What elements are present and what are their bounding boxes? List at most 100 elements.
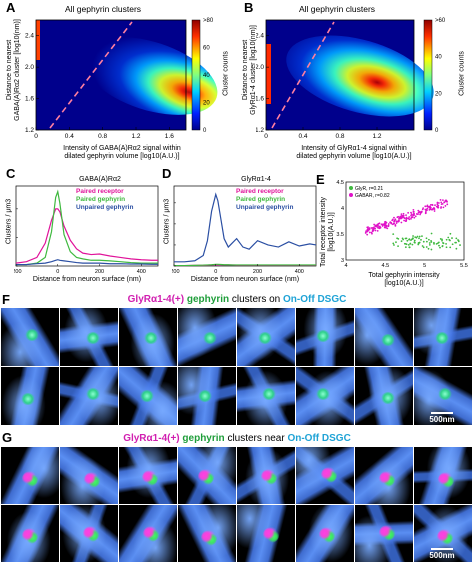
- micrograph-tile: [296, 308, 354, 366]
- glyr-point: [436, 242, 439, 245]
- gabar-point: [365, 230, 367, 233]
- gabar-point: [413, 216, 416, 219]
- gabar-point: [377, 224, 379, 227]
- receptor-cluster: [141, 469, 158, 486]
- legend-d-paired-gephyrin: Paired gephyrin: [236, 196, 286, 203]
- glyr-point: [427, 238, 430, 241]
- gabar-point: [372, 227, 375, 230]
- receptor-cluster: [320, 466, 337, 483]
- y-tick-label: 3: [341, 258, 344, 264]
- colorbar-tick-label: 0: [203, 128, 207, 134]
- panel-b-density: [286, 35, 434, 117]
- gephyrin-cluster: [434, 331, 449, 344]
- micrograph-tile: [237, 505, 295, 562]
- gabar-point: [431, 203, 434, 206]
- gabar-point: [426, 204, 429, 207]
- x-tick-label: 200: [253, 269, 262, 275]
- panel-letter-c: C: [6, 166, 16, 181]
- panel-c-title: GABA(A)Rα2: [79, 176, 121, 183]
- receptor-cluster: [438, 471, 455, 488]
- micrograph-tile: [119, 447, 177, 504]
- x-tick-label: 400: [137, 269, 146, 275]
- glyr-point: [404, 246, 407, 249]
- micrograph-tile: [1, 308, 59, 366]
- gabar-point: [400, 214, 403, 217]
- gabar-point: [405, 220, 407, 223]
- glyr-point: [459, 244, 461, 246]
- receptor-cluster: [436, 528, 453, 545]
- gabar-point: [393, 216, 395, 219]
- micrograph-tile: [237, 367, 295, 425]
- gephyrin-cluster: [85, 332, 100, 345]
- glyr-point: [451, 243, 454, 246]
- y-tick-label: 3.5: [336, 232, 344, 238]
- glyr-point: [425, 237, 428, 240]
- gabar-point: [424, 208, 427, 211]
- glyr-point: [418, 235, 421, 238]
- gabar-point: [394, 224, 397, 227]
- gabar-point: [446, 200, 448, 203]
- glyr-point: [393, 244, 395, 246]
- panel-c-xlabel: Distance from neuron surface (nm): [32, 276, 142, 283]
- gabar-point: [441, 202, 444, 205]
- glyr-point: [430, 232, 433, 235]
- gephyrin-cluster: [316, 330, 331, 343]
- gabar-point: [381, 224, 384, 227]
- series-line-1: [174, 263, 316, 267]
- gabar-point: [433, 206, 435, 209]
- panel-c-plot: -200 0 200 400: [14, 185, 159, 275]
- receptor-cluster: [143, 525, 160, 542]
- panel-letter-a: A: [6, 0, 16, 15]
- glyr-point: [442, 242, 444, 244]
- gephyrin-cluster: [24, 329, 39, 342]
- glyr-point: [421, 235, 423, 238]
- y-tick-label: 4.5: [336, 180, 344, 186]
- micrograph-tile: [355, 367, 413, 425]
- panel-letter-g: G: [2, 430, 13, 445]
- glyr-point: [451, 237, 453, 239]
- caption-g-mid: clusters near: [227, 433, 285, 444]
- series-line-1: [16, 189, 158, 266]
- glyr-point: [430, 239, 432, 242]
- gabar-point: [438, 202, 440, 204]
- gabar-point: [410, 213, 413, 216]
- gabar-point: [410, 217, 412, 220]
- glyr-point: [449, 239, 451, 242]
- gabar-point: [407, 217, 410, 220]
- gabar-point: [424, 205, 427, 208]
- micrograph-tile: [1, 367, 59, 425]
- receptor-cluster: [82, 525, 99, 542]
- gephyrin-cluster: [380, 333, 395, 346]
- gabar-point: [408, 216, 411, 218]
- glyr-point: [445, 242, 447, 245]
- gabar-point: [366, 233, 369, 236]
- panel-g-scale: 500nm: [418, 548, 466, 560]
- gabar-point: [431, 208, 434, 211]
- x-tick-label: 0.4: [65, 133, 74, 140]
- panel-b-xlabel: Intensity of GlyRα1-4 signal within dilat…: [296, 145, 412, 160]
- gabar-point: [412, 208, 415, 211]
- panel-b-edge-band: [266, 44, 271, 104]
- panel-e-plot: 4 4.5 5 5.5 3 3.5 4 4.5 GlyR, r=0.21 GABAR, r=0…: [336, 180, 467, 269]
- colorbar-tick-label: 20: [203, 101, 210, 107]
- glyr-point: [438, 244, 440, 247]
- legend-gabar-marker: [349, 193, 353, 197]
- legend-unpaired-gephyrin: Unpaired gephyrin: [76, 204, 134, 211]
- gabar-point: [433, 210, 436, 212]
- gabar-point: [417, 209, 420, 212]
- gabar-point: [424, 212, 427, 214]
- glyr-point: [404, 237, 407, 240]
- panel-a-colorbar: [191, 19, 201, 131]
- glyr-point: [427, 247, 430, 250]
- gabar-point: [395, 220, 398, 223]
- gabar-point: [371, 232, 373, 235]
- x-tick-label: 0.8: [335, 133, 344, 140]
- glyr-point: [418, 237, 420, 240]
- micrograph-tile: [414, 308, 472, 366]
- gabar-point: [402, 214, 405, 217]
- panel-c-legend: Paired receptor Paired gephyrin Unpaired…: [76, 188, 133, 212]
- glyr-point: [416, 235, 419, 238]
- micrograph-tile: [237, 447, 295, 504]
- micrograph-tile: [178, 505, 236, 562]
- micrograph-tile: [119, 505, 177, 562]
